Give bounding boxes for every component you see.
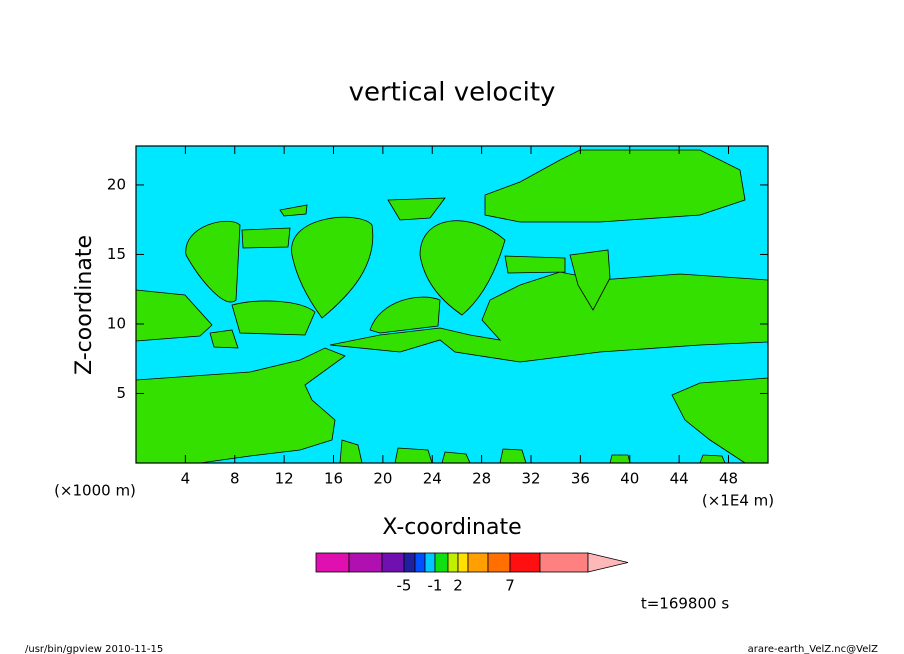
y-tick-label: 20 <box>107 175 126 193</box>
x-tick-label: 4 <box>181 470 191 488</box>
y-axis-label: Z-coordinate <box>72 235 97 375</box>
contour-fill <box>136 149 768 463</box>
colorbar-segment <box>509 552 541 573</box>
footer: arare-earth_VelZ.nc@VelZ <box>748 644 879 654</box>
colorbar-segment <box>348 552 383 573</box>
colorbar-segment <box>424 552 436 573</box>
colorbar-segment <box>447 552 459 573</box>
y-tick-label: 10 <box>107 314 126 332</box>
colorbar-tick-label: -5 <box>397 577 412 595</box>
x-axis-label: X-coordinate <box>382 515 521 540</box>
x-tick-label: 44 <box>670 470 689 488</box>
chart-title: vertical velocity <box>349 78 556 108</box>
colorbar-tick-label: 2 <box>453 577 463 595</box>
x-tick-label: 16 <box>324 470 343 488</box>
colorbar-segment <box>434 552 449 573</box>
colorbar-segment <box>539 552 589 573</box>
footer: /usr/bin/gpview 2010-11-15 <box>25 644 163 654</box>
colorbar-extension <box>587 552 629 573</box>
x-tick-label: 28 <box>472 470 491 488</box>
x-tick-label: 8 <box>230 470 240 488</box>
colorbar-segment <box>315 552 350 573</box>
x-tick-label: 36 <box>571 470 590 488</box>
x-tick-label: 12 <box>275 470 294 488</box>
x-tick-label: 48 <box>719 470 738 488</box>
colorbar-segment <box>414 552 426 573</box>
colorbar-tick-label: -1 <box>428 577 443 595</box>
colorbar-tick-label: 7 <box>505 577 515 595</box>
colorbar-segment <box>467 552 489 573</box>
colorbar-segment <box>403 552 416 573</box>
colorbar-segment <box>457 552 469 573</box>
x-tick-label: 24 <box>423 470 442 488</box>
x-unit-label: (×1000 m) <box>54 482 136 500</box>
y-tick-label: 5 <box>116 384 126 402</box>
x-tick-label: 20 <box>373 470 392 488</box>
x-tick-label: 40 <box>620 470 639 488</box>
x-tick-label: 32 <box>521 470 540 488</box>
x-unit-label: (×1E4 m) <box>702 492 774 510</box>
plot-frame <box>135 145 769 464</box>
colorbar-segment <box>487 552 511 573</box>
colorbar-segment <box>381 552 405 573</box>
annotation: t=169800 s <box>641 595 729 613</box>
y-tick-label: 15 <box>107 245 126 263</box>
